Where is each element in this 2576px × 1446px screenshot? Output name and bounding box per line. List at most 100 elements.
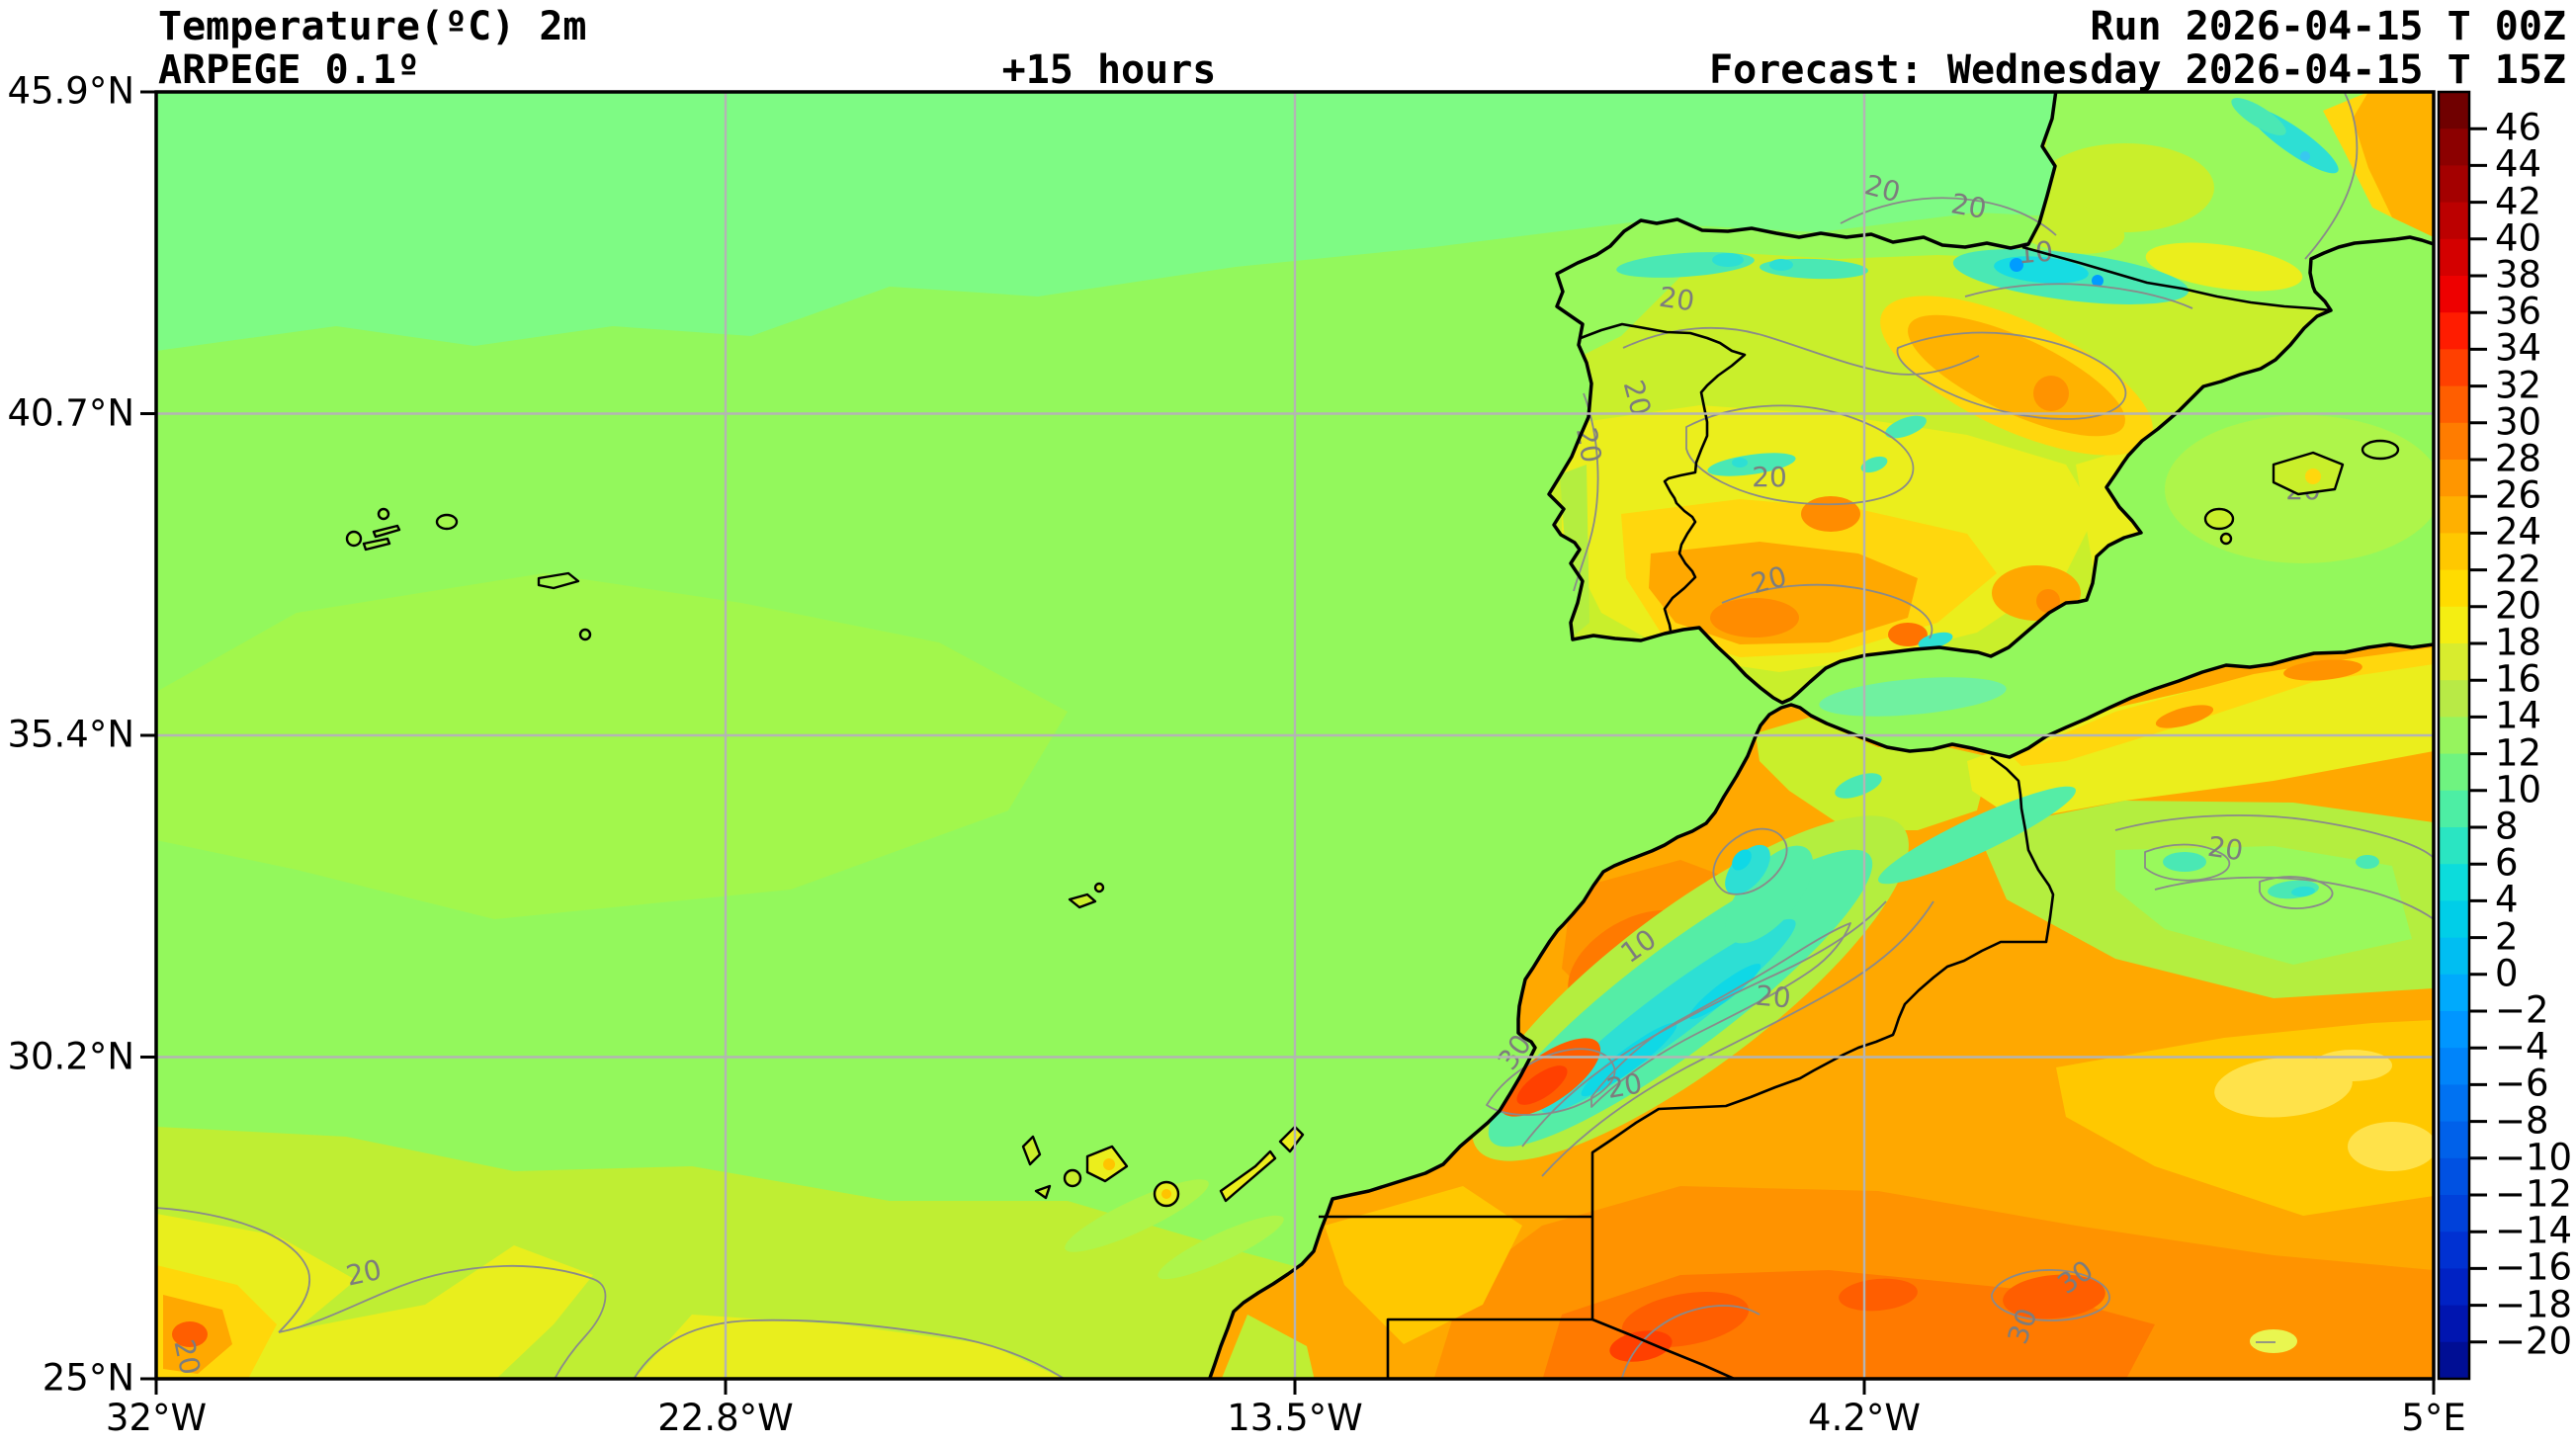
colorbar-tick-label: 30 bbox=[2495, 400, 2542, 444]
colorbar-tick-label: 20 bbox=[2495, 584, 2542, 628]
colorbar-band bbox=[2439, 165, 2469, 204]
colorbar-tick-label: 28 bbox=[2495, 437, 2542, 480]
colorbar-band bbox=[2439, 312, 2469, 350]
colorbar-tick-label: 0 bbox=[2495, 952, 2519, 995]
canary-islands bbox=[1021, 1125, 1305, 1208]
colorbar-tick-label: −12 bbox=[2495, 1172, 2573, 1216]
colorbar-tick-label: 2 bbox=[2495, 915, 2519, 959]
border-france-spain bbox=[2021, 245, 2332, 312]
colorbar-band bbox=[2439, 496, 2469, 534]
colorbar-tick-label: −14 bbox=[2495, 1209, 2573, 1252]
colorbar-band bbox=[2439, 827, 2469, 865]
colorbar-tick-label: −20 bbox=[2495, 1319, 2573, 1363]
colorbar-band bbox=[2439, 1341, 2469, 1380]
colorbar-band bbox=[2439, 1232, 2469, 1269]
colorbar-band bbox=[2439, 202, 2469, 240]
colorbar-band bbox=[2439, 385, 2469, 424]
colorbar bbox=[2437, 90, 2487, 1381]
colorbar-band bbox=[2439, 349, 2469, 387]
colorbar-band bbox=[2439, 533, 2469, 571]
colorbar-tick-label: −18 bbox=[2495, 1283, 2573, 1326]
colorbar-band bbox=[2439, 1011, 2469, 1049]
lat-tick-label: 40.7°N bbox=[7, 391, 134, 435]
isotherm-label: 20 bbox=[1755, 979, 1792, 1015]
colorbar-band bbox=[2439, 569, 2469, 608]
colorbar-tick-label: 32 bbox=[2495, 364, 2542, 407]
colorbar-band bbox=[2439, 974, 2469, 1012]
azores-islands bbox=[345, 507, 592, 641]
colorbar-tick-label: 26 bbox=[2495, 473, 2542, 517]
colorbar-tick-label: 14 bbox=[2495, 695, 2542, 738]
colorbar-tick-label: 44 bbox=[2495, 143, 2542, 187]
colorbar-tick-label: −10 bbox=[2495, 1136, 2573, 1179]
axis-ticks bbox=[140, 90, 2436, 1395]
border-spain-portugal bbox=[1580, 322, 1747, 632]
colorbar-band bbox=[2439, 422, 2469, 461]
isotherm-label: 20 bbox=[343, 1253, 385, 1293]
colorbar-tick-label: −8 bbox=[2495, 1099, 2549, 1143]
coastline-africa bbox=[1207, 642, 2434, 1379]
isotherm-label: 10 bbox=[2017, 235, 2054, 271]
colorbar-tick-label: 42 bbox=[2495, 180, 2542, 223]
colorbar-tick-label: 38 bbox=[2495, 253, 2542, 297]
lat-tick-label: 25°N bbox=[42, 1356, 134, 1400]
lead-time-label: +15 hours bbox=[1001, 47, 1217, 93]
coastline-iberia-france bbox=[1547, 92, 2434, 705]
colorbar-band bbox=[2439, 276, 2469, 313]
border-algeria-mauritania bbox=[1590, 1217, 1738, 1379]
model-label: ARPEGE 0.1º bbox=[158, 47, 420, 93]
colorbar-tick-label: −6 bbox=[2495, 1063, 2549, 1106]
colorbar-band bbox=[2439, 128, 2469, 166]
colorbar-band bbox=[2439, 606, 2469, 644]
isotherm-label: 20 bbox=[2205, 830, 2245, 868]
colorbar-tick-label: −4 bbox=[2495, 1025, 2549, 1068]
colorbar-tick-label: 8 bbox=[2495, 805, 2519, 848]
colorbar-tick-label: 22 bbox=[2495, 548, 2542, 591]
colorbar-tick-label: 46 bbox=[2495, 106, 2542, 149]
colorbar-band bbox=[2439, 717, 2469, 755]
isotherm-label: 20 bbox=[1752, 461, 1787, 493]
colorbar-band bbox=[2439, 1084, 2469, 1123]
lon-tick-label: 5°E bbox=[2401, 1397, 2466, 1439]
colorbar-band bbox=[2439, 1157, 2469, 1196]
isotherm-label: 20 bbox=[167, 1336, 207, 1378]
map-title: Temperature(ºC) 2m bbox=[158, 4, 587, 49]
forecast-label: Forecast: Wednesday 2026-04-15 T 15Z bbox=[1709, 47, 2566, 93]
lat-tick-label: 35.4°N bbox=[7, 713, 134, 756]
lon-tick-label: 22.8°W bbox=[657, 1397, 794, 1439]
colorbar-tick-label: 40 bbox=[2495, 216, 2542, 260]
lon-tick-label: 13.5°W bbox=[1227, 1397, 1363, 1439]
colorbar-band bbox=[2439, 1305, 2469, 1343]
isotherm-label: 20 bbox=[1604, 1066, 1645, 1105]
colorbar-tick-label: 34 bbox=[2495, 327, 2542, 371]
colorbar-band bbox=[2439, 864, 2469, 901]
graticule bbox=[156, 92, 2434, 1379]
colorbar-band bbox=[2439, 680, 2469, 718]
colorbar-tick-label: 6 bbox=[2495, 841, 2519, 885]
colorbar-band bbox=[2439, 643, 2469, 681]
colorbar-band bbox=[2439, 1121, 2469, 1159]
border-mauritania-western-sahara bbox=[1386, 1318, 1592, 1379]
border-morocco-algeria bbox=[1590, 755, 2055, 1217]
lat-tick-label: 30.2°N bbox=[7, 1035, 134, 1078]
colorbar-band bbox=[2439, 1195, 2469, 1233]
colorbar-band bbox=[2439, 1048, 2469, 1085]
isotherm-label: 20 bbox=[1657, 281, 1696, 318]
balearic-islands bbox=[2203, 439, 2400, 546]
madeira-islands bbox=[1068, 882, 1105, 909]
lon-tick-label: 32°W bbox=[105, 1397, 208, 1439]
colorbar-band bbox=[2439, 753, 2469, 792]
colorbar-tick-label: 10 bbox=[2495, 768, 2542, 811]
colorbar-band bbox=[2439, 937, 2469, 976]
isotherm-label: 20 bbox=[1948, 187, 1989, 225]
lon-tick-label: 4.2°W bbox=[1808, 1397, 1921, 1439]
colorbar-band bbox=[2439, 790, 2469, 828]
colorbar-tick-label: 18 bbox=[2495, 621, 2542, 664]
colorbar-tick-label: 4 bbox=[2495, 879, 2519, 922]
run-label: Run 2026-04-15 T 00Z bbox=[2090, 4, 2566, 49]
colorbar-tick-label: −2 bbox=[2495, 988, 2549, 1032]
lat-tick-label: 45.9°N bbox=[7, 69, 134, 113]
colorbar-band bbox=[2439, 92, 2469, 129]
